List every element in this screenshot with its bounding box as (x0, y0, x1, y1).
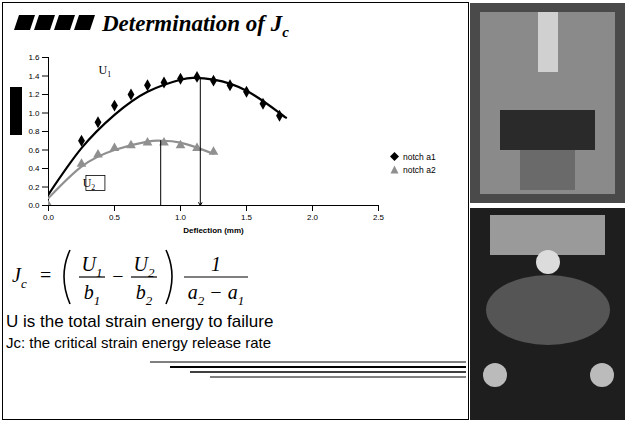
html-text:U is the total strain energy t: U is the total strain energy to failure (6, 312, 274, 331)
svg-text:b2: b2 (136, 281, 153, 308)
svg-text:1.2: 1.2 (28, 90, 40, 99)
svg-text:U2: U2 (134, 253, 155, 280)
svg-text:0.8: 0.8 (28, 127, 40, 136)
svg-text:1.5: 1.5 (241, 213, 253, 222)
svg-text:U1: U1 (98, 63, 111, 79)
html-text:Jc: the critical strain energy: Jc: the critical strain energy release r… (6, 334, 272, 351)
svg-text:b1: b1 (84, 281, 101, 308)
svg-text:2.5: 2.5 (373, 213, 385, 222)
svg-text:0.4: 0.4 (28, 164, 40, 173)
svg-text:1.4: 1.4 (28, 72, 40, 81)
svg-text:0.2: 0.2 (28, 183, 40, 192)
svg-text:U2: U2 (83, 176, 96, 192)
svg-text:0.5: 0.5 (109, 213, 121, 222)
svg-text:0.6: 0.6 (28, 146, 40, 155)
svg-text:=: = (40, 264, 51, 286)
svg-text:1.0: 1.0 (28, 109, 40, 118)
svg-text:Determination of Jc: Determination of Jc (101, 11, 289, 40)
svg-text:0.0: 0.0 (28, 201, 40, 210)
svg-text:0.0: 0.0 (43, 213, 55, 222)
svg-text:Jc: Jc (12, 264, 27, 291)
svg-text:1: 1 (211, 253, 221, 275)
svg-text:1.6: 1.6 (28, 53, 40, 62)
html-text:notch a1: notch a1 (403, 151, 436, 162)
html-text:notch a2: notch a2 (403, 164, 436, 175)
svg-text:2.0: 2.0 (307, 213, 319, 222)
svg-text:a2 − a1: a2 − a1 (188, 281, 245, 308)
svg-text:1.0: 1.0 (175, 213, 187, 222)
svg-text:Deflection (mm): Deflection (mm) (183, 226, 244, 235)
svg-text:U1: U1 (82, 253, 103, 280)
svg-text:−: − (112, 265, 123, 287)
